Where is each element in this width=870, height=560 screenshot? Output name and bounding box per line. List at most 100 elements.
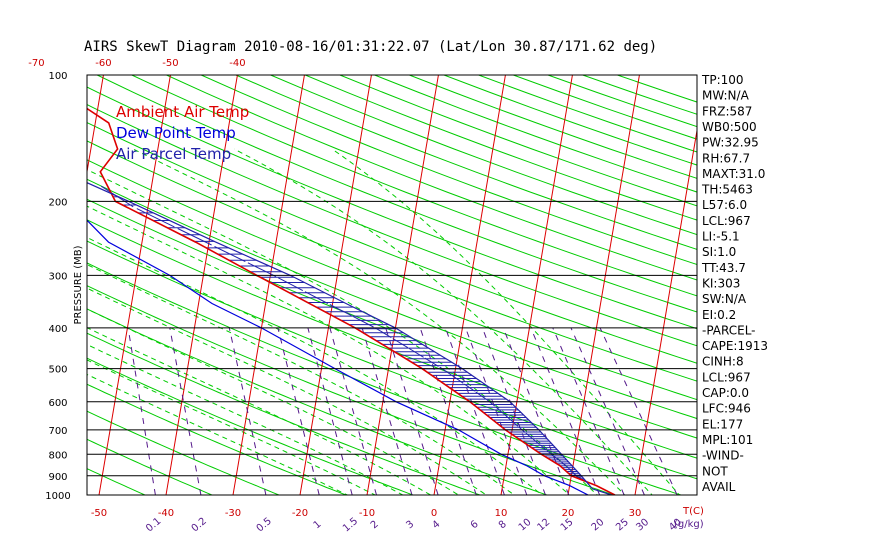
index-entry: AVAIL xyxy=(702,480,736,494)
index-entry: EL:177 xyxy=(702,417,743,431)
bottom-temp-tick: 0 xyxy=(431,508,437,519)
mixing-ratio-tick: 4 xyxy=(431,519,443,532)
index-entry: MPL:101 xyxy=(702,433,753,447)
dry-adiabat xyxy=(235,75,697,250)
ambient-air-templine xyxy=(87,107,616,495)
cape-hatch-vertical xyxy=(408,348,424,358)
bottom-temperature-ticks: -50 -40 -30 -20 -10 0 10 20 30 xyxy=(91,508,642,519)
y-axis-label: PRESSURE (MB) xyxy=(73,245,84,324)
index-entry: SI:1.0 xyxy=(702,245,736,259)
cape-hatch-vertical xyxy=(329,304,352,317)
isotherm xyxy=(165,75,238,495)
pressure-tick-label: 100 xyxy=(48,71,67,82)
pressure-tick-label: 200 xyxy=(48,197,67,208)
isotherm xyxy=(366,75,439,495)
index-entry: RH:67.7 xyxy=(702,151,750,165)
index-entry: LFC:946 xyxy=(702,402,751,416)
mixing-ratio-line xyxy=(361,327,413,495)
dry-adiabats xyxy=(87,75,697,495)
dry-adiabat xyxy=(87,262,683,495)
index-entry: SW:N/A xyxy=(702,292,747,306)
cape-hatch-vertical xyxy=(560,461,567,467)
index-entry: KI:303 xyxy=(702,277,740,291)
dry-adiabat xyxy=(87,308,549,495)
index-entry: -PARCEL- xyxy=(702,323,756,337)
dry-adiabat xyxy=(87,285,616,495)
dry-adiabat xyxy=(87,383,348,495)
pressure-tick-labels: 100 200 300 400 500 600 700 800 900 1000 xyxy=(45,71,70,502)
top-temp-tick: -60 xyxy=(95,58,111,69)
cape-hatch-vertical xyxy=(503,413,511,421)
bottom-temp-tick: -30 xyxy=(225,508,241,519)
isotherm xyxy=(567,75,640,495)
bottom-temp-tick: 10 xyxy=(495,508,508,519)
mixing-ratio-line xyxy=(465,327,528,495)
mixing-ratio-line xyxy=(277,327,320,495)
index-entry: WB0:500 xyxy=(702,120,757,134)
cape-hatch-vertical xyxy=(278,277,304,292)
dry-adiabat xyxy=(87,159,697,401)
cape-hatch-vertical xyxy=(247,262,277,278)
mixing-ratio-line xyxy=(385,327,439,495)
cape-hatch-vertical xyxy=(510,419,519,427)
temp-axis-unit: T(C) xyxy=(682,506,704,517)
cape-hatch-vertical xyxy=(304,291,329,304)
mixing-ratio-tick: 2 xyxy=(369,519,381,532)
index-entry: PW:32.95 xyxy=(702,136,759,150)
chart-title: AIRS SkewT Diagram 2010-08-16/01:31:22.0… xyxy=(84,39,657,55)
isotherm xyxy=(299,75,372,495)
index-entry: CINH:8 xyxy=(702,355,744,369)
cape-hatch-vertical xyxy=(486,399,496,407)
bottom-temp-tick: 20 xyxy=(562,508,575,519)
cape-hatch-vertical xyxy=(553,455,561,462)
mixing-ratio-line xyxy=(445,327,505,495)
plot-frame xyxy=(86,74,698,496)
dry-adiabat xyxy=(87,438,214,495)
pressure-tick-label: 1000 xyxy=(45,491,70,502)
mixing-ratio-tick: 3 xyxy=(404,519,416,532)
cape-hatch-vertical xyxy=(392,338,409,349)
bottom-temp-tick: -50 xyxy=(91,508,107,519)
top-temp-tick: -50 xyxy=(162,58,178,69)
isotherm xyxy=(232,75,305,495)
mixing-ratio-unit: (g/kg) xyxy=(674,519,704,530)
bottom-temp-tick: -40 xyxy=(158,508,174,519)
dry-adiabat xyxy=(87,468,147,495)
dry-adiabat xyxy=(87,219,697,459)
dry-adiabat xyxy=(131,75,697,297)
index-entry: EI:0.2 xyxy=(702,308,736,322)
dry-adiabat xyxy=(200,75,697,266)
cape-hatch-vertical xyxy=(566,466,573,472)
dry-adiabat xyxy=(87,121,697,364)
index-entry: LI:-5.1 xyxy=(702,230,740,244)
cape-hatch-vertical xyxy=(375,327,392,339)
mixing-ratio-line xyxy=(169,327,202,495)
isobars xyxy=(87,200,697,477)
pressure-tick-label: 300 xyxy=(48,271,67,282)
legend-entry: Air Parcel Temp xyxy=(116,145,231,163)
plot-area xyxy=(87,75,697,495)
cape-hatch-vertical xyxy=(475,391,486,400)
isotherm xyxy=(634,127,697,495)
pressure-tick-label: 500 xyxy=(48,365,67,376)
index-entry: NOT xyxy=(702,464,728,478)
pressure-tick-label: 600 xyxy=(48,398,67,409)
dry-adiabat xyxy=(87,140,697,382)
cape-hatching xyxy=(100,185,586,482)
cape-hatch-vertical xyxy=(532,438,540,445)
isotherms xyxy=(87,75,697,495)
dry-adiabat xyxy=(96,75,697,313)
cape-hatch-vertical xyxy=(136,208,175,228)
dry-adiabat xyxy=(166,75,697,281)
pressure-tick-label: 700 xyxy=(48,426,67,437)
dry-adiabat xyxy=(87,178,697,420)
pressure-tick-label: 400 xyxy=(48,324,67,335)
index-entry: MW:N/A xyxy=(702,89,750,103)
index-entry: FRZ:587 xyxy=(702,104,752,118)
isotherm xyxy=(98,75,171,495)
index-entry: L57:6.0 xyxy=(702,198,747,212)
cape-hatch-vertical xyxy=(539,444,547,451)
bottom-temp-tick: 30 xyxy=(629,508,642,519)
dry-adiabat xyxy=(87,86,697,330)
